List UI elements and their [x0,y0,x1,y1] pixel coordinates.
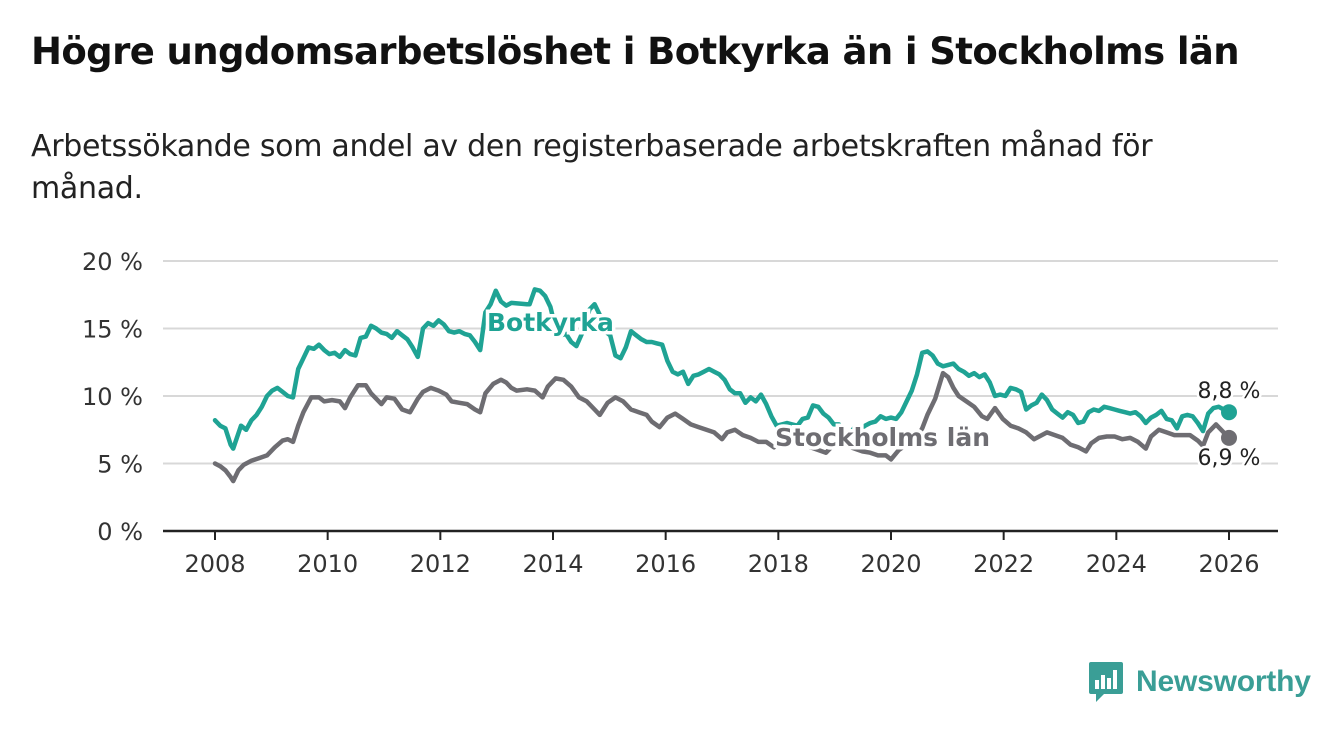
y-tick-label: 0 % [97,518,143,546]
x-axis: 2008 2010 2012 2014 2016 2018 2020 2022 2024 2026 [163,529,1278,578]
x-tick-label: 2020 [860,550,921,578]
end-point-botkyrka [1221,404,1237,421]
x-tick-label: 2012 [410,550,471,578]
end-point-stockholms-län [1221,429,1237,446]
x-tick-label: 2022 [973,550,1034,578]
brand-name: Newsworthy [1136,665,1311,698]
y-tick-label: 10 % [82,383,143,411]
series-line-botkyrka [212,287,1232,451]
series-lines [212,287,1237,484]
y-axis: 0 % 5 % 10 % 15 % 20 % [82,248,143,546]
chart-title: Högre ungdomsarbetslöshet i Botkyrka än … [31,30,1240,73]
y-tick-label: 15 % [82,316,143,344]
series-label-botkyrka: Botkyrka [487,308,614,337]
x-tick-label: 2014 [522,550,583,578]
y-tick-label: 20 % [82,248,143,276]
x-tick-label: 2018 [748,550,809,578]
x-tick-label: 2026 [1198,550,1259,578]
x-tick-label: 2024 [1086,550,1147,578]
gridlines [163,260,1278,465]
series-line-stockholms-län [212,370,1232,484]
chart-subtitle: Arbetssökande som andel av den registerb… [31,129,1153,206]
bar-chart-speech-bubble-icon [1089,662,1123,702]
x-tick-label: 2010 [297,550,358,578]
x-tick-label: 2016 [635,550,696,578]
newsworthy-logo: Newsworthy [1088,660,1311,704]
x-tick-label: 2008 [184,550,245,578]
end-value-label-botkyrka: 8,8 % [1198,379,1261,404]
end-value-label-stockholms-län: 6,9 % [1198,446,1261,471]
series-labels: 8,8 % 6,9 % Botkyrka Stockholms län [484,305,1263,474]
y-tick-label: 5 % [97,451,143,479]
series-label-stockholms-län: Stockholms län [775,423,990,452]
